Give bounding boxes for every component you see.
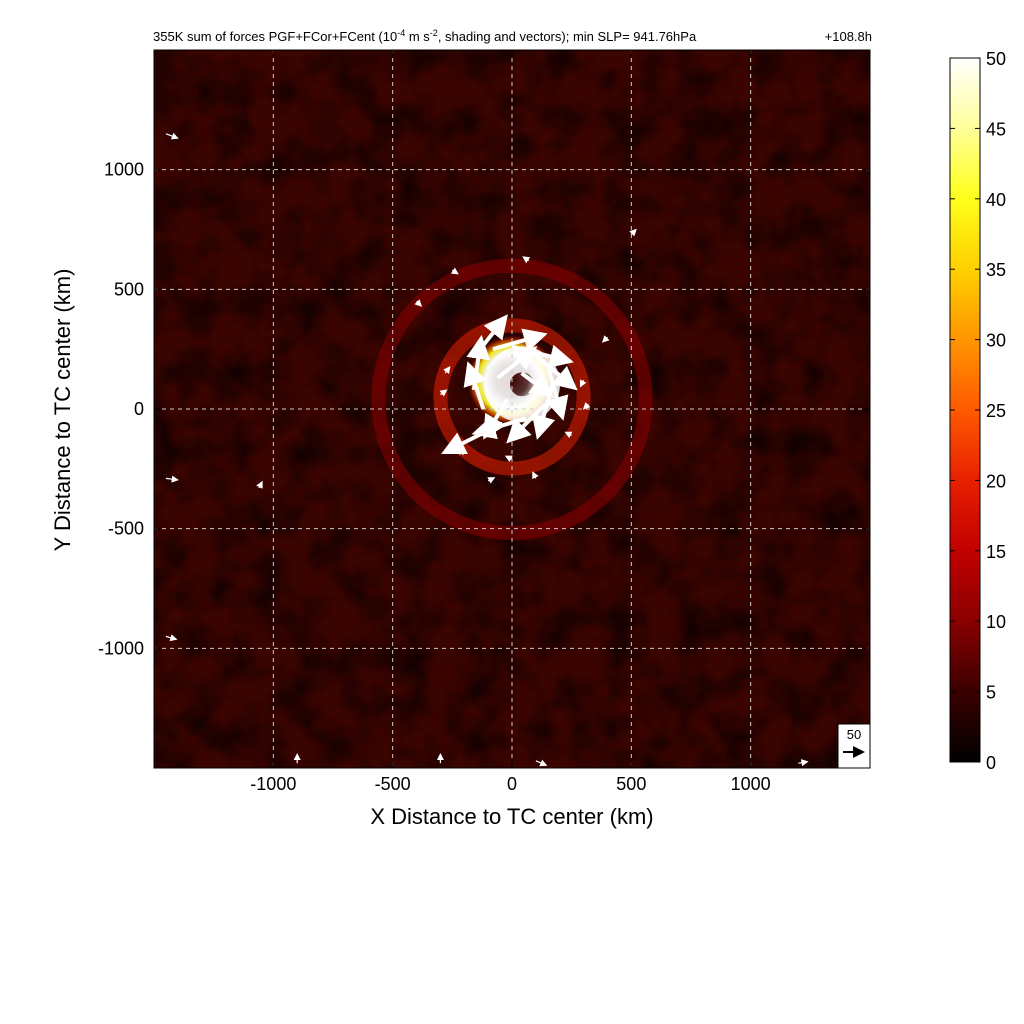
x-axis-label: X Distance to TC center (km) xyxy=(370,804,653,829)
force-vector xyxy=(487,477,496,484)
force-vector xyxy=(450,267,459,275)
y-tick-label: 500 xyxy=(114,279,144,299)
force-vector xyxy=(506,402,547,444)
force-vector xyxy=(165,132,179,140)
force-vector xyxy=(466,334,491,391)
force-vector xyxy=(256,480,263,489)
colorbar-tick-label: 35 xyxy=(986,260,1006,280)
colorbar-tick-label: 0 xyxy=(986,753,996,773)
colorbar-tick-label: 20 xyxy=(986,471,1006,491)
x-tick-label: 1000 xyxy=(731,774,771,794)
chart-title: 355K sum of forces PGF+FCor+FCent (10-4 … xyxy=(153,28,697,44)
force-vectors xyxy=(165,132,809,767)
x-tick-label: -500 xyxy=(375,774,411,794)
colorbar-ticks: 0 5 10 15 20 25 30 35 40 45 50 xyxy=(950,49,1006,773)
force-vector xyxy=(483,398,509,440)
force-vector xyxy=(520,371,555,398)
colorbar: 0 5 10 15 20 25 30 35 40 45 50 xyxy=(949,49,1006,773)
y-tick-label: -1000 xyxy=(98,638,144,658)
force-vector xyxy=(579,379,587,388)
force-vector xyxy=(165,475,179,483)
force-vector xyxy=(564,431,573,439)
force-vector xyxy=(798,759,809,767)
colorbar-tick-label: 5 xyxy=(986,683,996,703)
colorbar-tick-label: 30 xyxy=(986,331,1006,351)
force-vector xyxy=(463,361,487,410)
x-axis: -1000 -500 0 500 1000 xyxy=(250,50,771,794)
force-vector xyxy=(629,228,637,237)
x-tick-label: 500 xyxy=(616,774,646,794)
force-vector xyxy=(492,328,548,352)
force-vector xyxy=(496,346,538,380)
plot-area xyxy=(153,49,871,769)
force-vector xyxy=(443,366,451,374)
force-vector xyxy=(601,335,610,343)
force-vector xyxy=(535,759,548,767)
y-tick-label: -500 xyxy=(108,519,144,539)
colorbar-tick-label: 45 xyxy=(986,119,1006,139)
y-axis-label: Y Distance to TC center (km) xyxy=(50,269,75,552)
colorbar-tick-label: 25 xyxy=(986,401,1006,421)
x-tick-label: -1000 xyxy=(250,774,296,794)
colorbar-tick-label: 10 xyxy=(986,612,1006,632)
reference-vector-label: 50 xyxy=(847,727,861,742)
force-vector xyxy=(504,455,513,463)
force-vector xyxy=(522,256,531,264)
y-tick-label: 0 xyxy=(134,399,144,419)
x-tick-label: 0 xyxy=(507,774,517,794)
colorbar-tick-label: 40 xyxy=(986,190,1006,210)
colorbar-tick-label: 50 xyxy=(986,49,1006,69)
force-vector xyxy=(165,634,178,642)
force-vector xyxy=(582,402,591,410)
force-vector xyxy=(532,471,539,480)
reference-vector-key: 50 xyxy=(837,723,871,769)
y-tick-label: 1000 xyxy=(104,160,144,180)
chart-time-label: +108.8h xyxy=(825,29,872,44)
force-vector xyxy=(529,350,578,391)
force-vector xyxy=(457,447,465,456)
force-vector xyxy=(439,389,448,397)
colorbar-tick-label: 15 xyxy=(986,542,1006,562)
force-vector xyxy=(414,299,423,307)
y-axis: -1000 -500 0 500 1000 xyxy=(98,160,870,658)
